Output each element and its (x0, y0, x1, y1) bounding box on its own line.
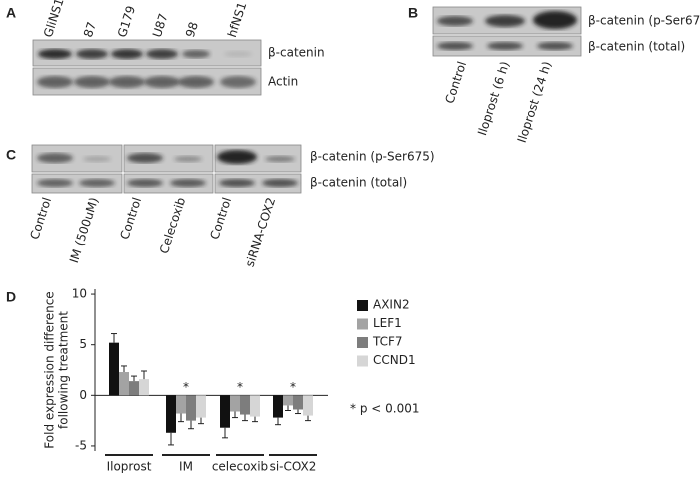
bar (283, 395, 293, 406)
legend-swatch (357, 300, 368, 311)
x-tick-label: IM (179, 460, 193, 474)
legend-swatch (357, 337, 368, 348)
legend-label: TCF7 (372, 335, 403, 349)
annotation: * (183, 380, 189, 394)
lane-label: 87 (81, 20, 99, 39)
x-tick-label: Iloprost (107, 460, 152, 474)
panel-letter: B (408, 5, 418, 21)
y-tick-label: 10 (72, 287, 87, 301)
bar (293, 395, 303, 410)
x-tick-label: si-COX2 (270, 460, 317, 474)
lane-label: Control (117, 196, 144, 242)
bar (220, 395, 230, 428)
annotation: * (237, 380, 243, 394)
lane-label: GliNS1 (41, 0, 67, 39)
panel-letter: C (6, 147, 16, 163)
panel-letter: D (6, 289, 16, 305)
bar (129, 381, 139, 396)
lane-label: Iloprost (24 h) (515, 60, 554, 145)
note: * p < 0.001 (350, 402, 419, 416)
row-label: β-catenin (p-Ser675) (588, 14, 700, 28)
lane-label: siRNA-COX2 (243, 196, 279, 269)
bar (109, 342, 119, 396)
bar (273, 395, 283, 418)
bar (240, 395, 250, 415)
bar (250, 395, 260, 417)
bar (196, 395, 206, 418)
bar (230, 395, 240, 412)
y-tick-label: -5 (75, 438, 87, 452)
row-label: β-catenin (total) (588, 40, 685, 54)
lane-label: hfNS1 (225, 0, 249, 39)
bar (186, 395, 196, 421)
y-tick-label: 5 (79, 337, 87, 351)
lane-label: Control (442, 60, 469, 106)
bar (303, 395, 313, 416)
lane-label: G179 (115, 4, 138, 39)
blot (32, 39, 262, 96)
bar (119, 372, 129, 396)
panel-letter: A (6, 5, 16, 21)
lane-label: 98 (183, 20, 201, 39)
lane-label: Control (27, 196, 54, 242)
lane-label: Iloprost (6 h) (475, 60, 512, 138)
bar (166, 395, 176, 433)
row-label: β-catenin (268, 46, 325, 60)
legend-label: LEF1 (373, 316, 402, 330)
legend-swatch (357, 355, 368, 367)
y-tick-label: 0 (79, 388, 87, 402)
row-label: β-catenin (total) (310, 176, 407, 190)
bar (139, 379, 149, 396)
y-axis-label: following treatment (57, 311, 71, 429)
lane-label: Control (207, 196, 234, 242)
x-tick-label: celecoxib (212, 460, 268, 474)
row-label: β-catenin (p-Ser675) (310, 150, 435, 164)
blot (432, 6, 582, 57)
legend-label: AXIN2 (373, 298, 410, 312)
bar (176, 395, 186, 414)
lane-label: Celecoxib (157, 196, 188, 256)
blot (31, 144, 302, 194)
legend-label: CCND1 (373, 353, 416, 367)
lane-label: U87 (150, 12, 171, 39)
annotation: * (290, 380, 296, 394)
y-axis-label: Fold expression difference (43, 291, 57, 448)
row-label: Actin (268, 75, 298, 89)
lane-label: IM (500uM) (67, 196, 101, 265)
legend-swatch (357, 318, 368, 330)
